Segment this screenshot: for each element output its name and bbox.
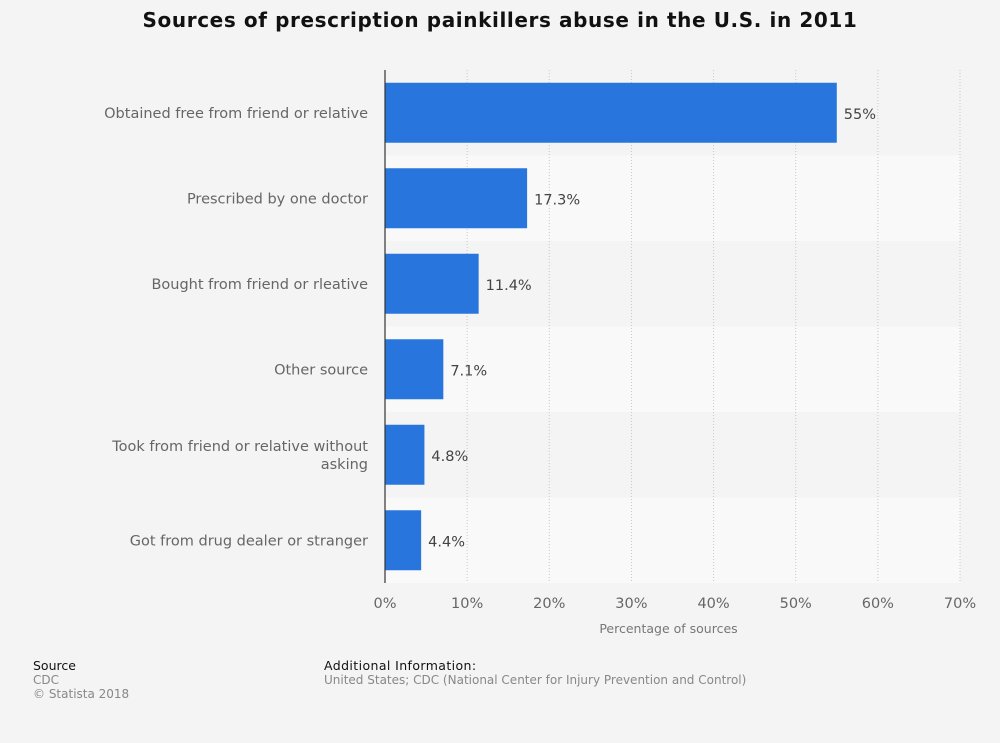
row-band bbox=[385, 497, 960, 583]
bar bbox=[385, 168, 528, 229]
x-tick-label: 20% bbox=[533, 596, 565, 612]
source-heading: Source bbox=[33, 658, 76, 673]
category-label: Other source bbox=[274, 362, 368, 378]
category-label: Prescribed by one doctor bbox=[187, 191, 368, 207]
bar-chart: 55% Obtained free from friend or relative… bbox=[104, 70, 976, 636]
x-tick-label: 50% bbox=[780, 596, 812, 612]
data-label: 4.8% bbox=[431, 449, 468, 465]
data-label: 4.4% bbox=[428, 534, 465, 550]
bar bbox=[385, 510, 422, 571]
additional-info-heading: Additional Information: bbox=[324, 658, 477, 673]
x-tick-label: 40% bbox=[697, 596, 729, 612]
bar bbox=[385, 253, 479, 314]
bar bbox=[385, 424, 425, 485]
data-label: 7.1% bbox=[450, 363, 487, 379]
bar bbox=[385, 339, 444, 400]
row-band bbox=[385, 412, 960, 498]
additional-info-block: Additional Information: United States; C… bbox=[324, 658, 746, 687]
x-tick-label: 0% bbox=[373, 596, 396, 612]
source-line: CDC bbox=[33, 673, 59, 687]
source-block: Source CDC © Statista 2018 bbox=[33, 658, 129, 701]
x-tick-label: 10% bbox=[451, 596, 483, 612]
copyright-line: © Statista 2018 bbox=[33, 687, 130, 701]
row-band bbox=[385, 241, 960, 327]
additional-info-text: United States; CDC (National Center for … bbox=[324, 673, 747, 687]
category-label: Bought from friend or rleative bbox=[151, 277, 368, 293]
data-label: 11.4% bbox=[486, 278, 532, 294]
category-label: asking bbox=[321, 457, 368, 473]
x-tick-label: 70% bbox=[944, 596, 976, 612]
bar bbox=[385, 82, 837, 143]
category-label: Got from drug dealer or stranger bbox=[130, 533, 368, 549]
data-label: 17.3% bbox=[534, 192, 580, 208]
category-label: Obtained free from friend or relative bbox=[104, 106, 368, 122]
x-tick-label: 60% bbox=[862, 596, 894, 612]
category-label: Took from friend or relative without bbox=[111, 439, 368, 455]
x-axis-title: Percentage of sources bbox=[599, 621, 737, 636]
row-band bbox=[385, 326, 960, 412]
chart-title: Sources of prescription painkillers abus… bbox=[142, 8, 858, 32]
x-tick-label: 30% bbox=[615, 596, 647, 612]
data-label: 55% bbox=[844, 107, 876, 123]
